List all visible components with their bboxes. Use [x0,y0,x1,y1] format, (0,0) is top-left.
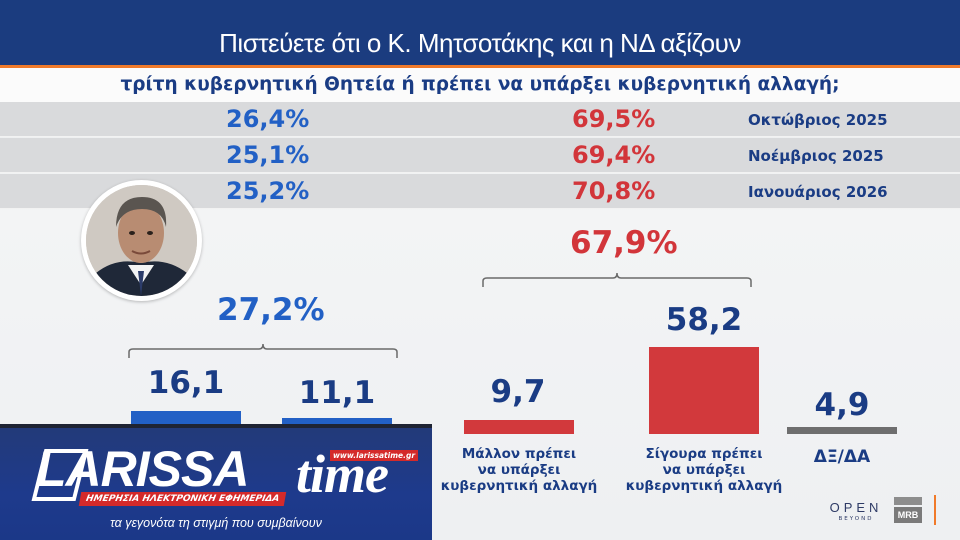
bar-red-2 [649,347,759,434]
history-red-value: 70,8% [572,177,656,205]
history-date: Οκτώβριος 2025 [748,111,888,129]
history-row: 26,4% 69,5% Οκτώβριος 2025 [0,102,960,137]
brace-blue [128,343,398,358]
chart-subtitle: τρίτη κυβερνητική Θητεία ή πρέπει να υπά… [120,74,840,95]
larissatime-banner: LARISSA www.larissatime.gr time ΗΜΕΡΗΣΙΑ… [0,424,432,540]
orange-divider [934,495,936,525]
title-band: Πιστεύετε ότι ο Κ. Μητσοτάκης και η ΝΔ α… [0,0,960,65]
bar-value: 4,9 [814,387,870,423]
bar-label: Μάλλον πρέπει να υπάρξει κυβερνητική αλλ… [440,446,598,494]
group-total-red: 67,9% [570,225,678,261]
bar-label: Σίγουρα πρέπει να υπάρξει κυβερνητική αλ… [625,446,783,494]
history-date: Ιανουάριος 2026 [748,183,888,201]
group-total-blue: 27,2% [217,292,325,328]
chart-title: Πιστεύετε ότι ο Κ. Μητσοτάκης και η ΝΔ α… [219,28,741,58]
bar-value: 11,1 [298,375,376,411]
accent-line [0,65,960,68]
portrait-photo [86,185,197,296]
history-blue-value: 25,2% [226,177,310,205]
bar-value: 9,7 [490,374,546,410]
history-red-value: 69,4% [572,141,656,169]
history-blue-value: 26,4% [226,105,310,133]
politician-avatar [81,180,202,301]
bar-value: 58,2 [665,302,743,338]
brace-red [482,272,752,287]
bar-red-1 [464,420,574,434]
history-red-value: 69,5% [572,105,656,133]
bar-grey [787,427,897,434]
bar-label: ΔΞ/ΔΑ [813,447,871,467]
banner-brand-suffix: time [296,444,389,504]
history-blue-value: 25,1% [226,141,310,169]
subtitle-band: τρίτη κυβερνητική Θητεία ή πρέπει να υπά… [0,68,960,102]
banner-slogan: τα γεγονότα τη στιγμή που συμβαίνουν [110,516,322,530]
banner-brand: LARISSA [36,441,249,497]
banner-tagline: ΗΜΕΡΗΣΙΑ ΗΛΕΚΤΡΟΝΙΚΗ ΕΦΗΜΕΡΙΔΑ [78,492,287,506]
open-logo: OPEN BEYOND [829,500,883,522]
history-date: Νοέμβριος 2025 [748,147,884,165]
history-row: 25,1% 69,4% Νοέμβριος 2025 [0,138,960,173]
banner-url: www.larissatime.gr [330,450,419,461]
mrb-logo: MRB [894,497,922,523]
bar-value: 16,1 [147,365,225,401]
